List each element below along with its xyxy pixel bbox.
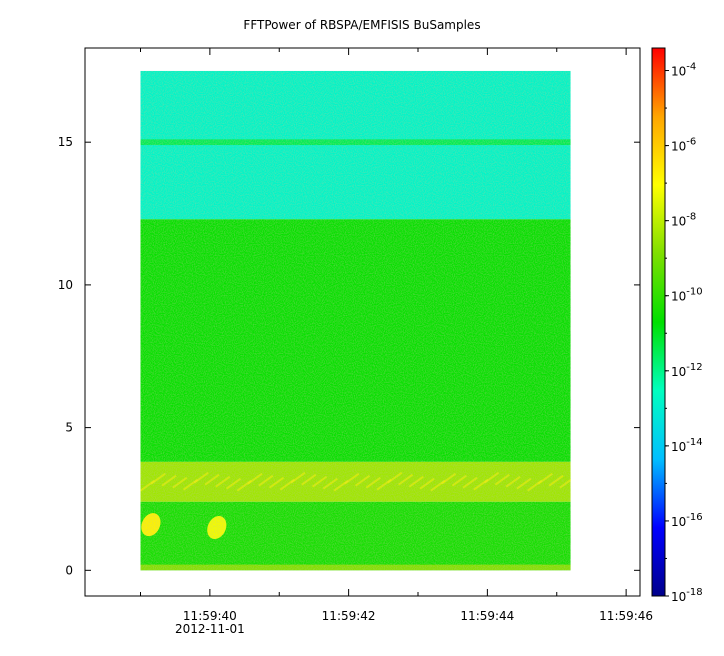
spectrogram-noise-texture [140, 70, 571, 571]
y-tick-label: 0 [65, 563, 73, 577]
x-tick-label: 11:59:44 [460, 609, 514, 623]
x-tick-date-label: 2012-11-01 [175, 622, 245, 636]
colorbar [651, 47, 666, 597]
y-tick-label: 10 [58, 278, 73, 292]
y-axis: 0 5 10 15 [58, 135, 640, 577]
y-tick-label: 5 [65, 421, 73, 435]
noise-overlay [140, 70, 571, 571]
colorbar-tick-label: 10-6 [671, 137, 696, 154]
colorbar-tick-label: 10-4 [671, 62, 696, 79]
colorbar-axis: 10-4 10-6 10-8 10-10 10-12 10-14 10-16 10-18 [665, 62, 703, 604]
colorbar-tick-label: 10-14 [671, 437, 703, 454]
x-tick-label: 11:59:40 [183, 609, 237, 623]
colorbar-tick-label: 10-18 [671, 587, 703, 604]
y-tick-label: 15 [58, 135, 73, 149]
colorbar-tick-label: 10-10 [671, 287, 703, 304]
x-tick-label: 11:59:46 [599, 609, 653, 623]
x-tick-label: 11:59:42 [322, 609, 376, 623]
colorbar-tick-label: 10-8 [671, 212, 696, 229]
colorbar-tick-label: 10-12 [671, 362, 703, 379]
chart-title: FFTPower of RBSPA/EMFISIS BuSamples [243, 18, 480, 32]
colorbar-tick-label: 10-16 [671, 512, 703, 529]
